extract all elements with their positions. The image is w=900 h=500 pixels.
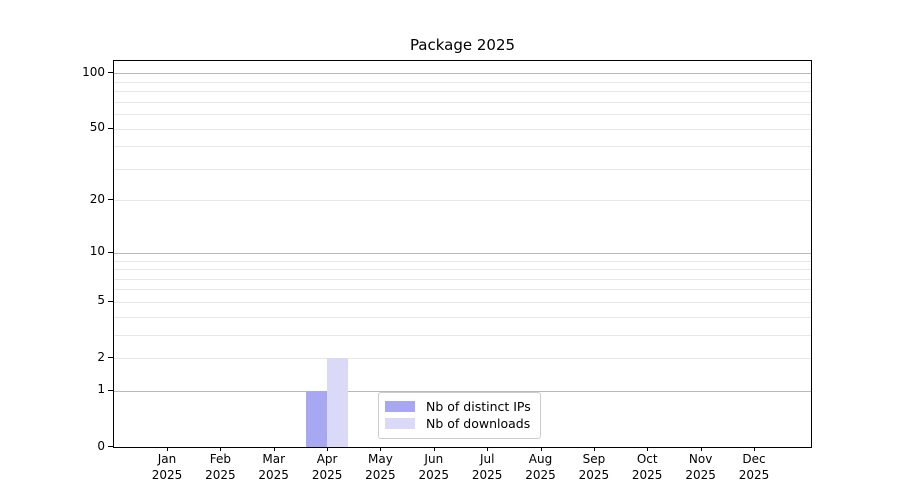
x-tick-label: Oct 2025 xyxy=(615,451,679,483)
x-tick-mark xyxy=(380,447,382,451)
x-tick-label: Nov 2025 xyxy=(669,451,733,483)
y-tick-label: 10 xyxy=(89,244,105,259)
x-tick-label: Jul 2025 xyxy=(455,451,519,483)
x-tick-mark xyxy=(433,447,435,451)
x-tick-label: May 2025 xyxy=(348,451,412,483)
x-tick-year: 2025 xyxy=(631,468,663,482)
gridline-major xyxy=(114,390,811,392)
x-tick-month: Aug xyxy=(528,452,553,466)
y-tick-mark xyxy=(108,357,113,358)
x-tick-month: Sep xyxy=(582,452,606,466)
x-tick-label: Aug 2025 xyxy=(509,451,573,483)
y-tick-mark xyxy=(108,251,113,253)
x-tick-label: Sep 2025 xyxy=(562,451,626,483)
gridline-minor xyxy=(114,168,811,170)
x-tick-mark xyxy=(327,447,329,451)
gridline-minor xyxy=(114,101,811,103)
x-tick-year: 2025 xyxy=(738,468,770,482)
x-tick-month: Mar xyxy=(262,452,285,466)
gridline-minor xyxy=(114,114,811,115)
y-tick-mark xyxy=(108,72,113,74)
x-tick-year: 2025 xyxy=(471,468,503,482)
y-tick-label: 2 xyxy=(97,349,105,364)
gridline-minor xyxy=(114,358,811,359)
x-tick-month: Jun xyxy=(424,452,444,466)
x-tick-month: Dec xyxy=(742,452,766,466)
bar-downloads xyxy=(327,358,349,447)
x-tick-mark xyxy=(220,447,222,451)
gridline-minor xyxy=(114,128,811,130)
y-tick-mark xyxy=(108,127,113,129)
x-tick-year: 2025 xyxy=(525,468,556,482)
gridline-minor xyxy=(114,146,811,148)
chart-title: Package 2025 xyxy=(409,36,516,54)
legend: Nb of distinct IPs Nb of downloads xyxy=(378,392,541,439)
y-tick-label: 20 xyxy=(89,191,105,206)
x-tick-month: Nov xyxy=(688,452,713,466)
x-tick-mark xyxy=(540,447,542,451)
x-tick-mark xyxy=(593,447,595,451)
x-tick-month: Jul xyxy=(479,452,495,466)
gridline-minor xyxy=(114,260,811,262)
gridline-minor xyxy=(114,91,811,92)
legend-label-distinct-ips: Nb of distinct IPs xyxy=(426,399,531,414)
x-tick-year: 2025 xyxy=(311,468,343,482)
y-tick-mark xyxy=(108,199,113,201)
x-tick-label: Apr 2025 xyxy=(295,451,359,483)
bar-distinct-ips xyxy=(305,390,328,447)
y-tick-label: 50 xyxy=(89,120,105,134)
gridline-minor xyxy=(114,278,811,280)
y-tick-label: 0 xyxy=(97,438,105,453)
y-tick-label: 5 xyxy=(97,293,105,308)
y-tick-label: 100 xyxy=(82,64,105,79)
legend-entry-downloads: Nb of downloads xyxy=(385,415,534,432)
x-tick-label: Feb 2025 xyxy=(188,451,252,483)
gridline-minor xyxy=(114,334,811,336)
x-tick-label: Jun 2025 xyxy=(402,451,466,483)
legend-entry-distinct-ips: Nb of distinct IPs xyxy=(385,398,534,415)
legend-swatch-downloads xyxy=(385,418,415,429)
x-tick-year: 2025 xyxy=(365,468,396,482)
x-tick-year: 2025 xyxy=(205,468,236,482)
y-tick-mark xyxy=(108,446,113,447)
legend-swatch-distinct-ips xyxy=(385,401,415,412)
x-tick-month: Oct xyxy=(636,452,658,466)
x-tick-mark xyxy=(754,447,755,451)
gridline-minor xyxy=(114,200,811,202)
x-tick-year: 2025 xyxy=(151,468,183,482)
x-tick-mark xyxy=(700,447,702,451)
gridline-major xyxy=(114,73,811,75)
gridline-minor xyxy=(114,301,811,303)
x-tick-mark xyxy=(647,447,649,451)
x-tick-month: May xyxy=(367,452,393,466)
gridline-minor xyxy=(114,289,811,291)
x-tick-mark xyxy=(273,447,275,451)
legend-label-downloads: Nb of downloads xyxy=(426,416,531,431)
y-tick-mark xyxy=(108,389,113,391)
x-tick-year: 2025 xyxy=(578,468,610,482)
gridline-major xyxy=(114,252,811,254)
x-tick-month: Apr xyxy=(316,452,338,466)
x-tick-year: 2025 xyxy=(258,468,289,482)
x-tick-label: Dec 2025 xyxy=(722,451,786,483)
x-tick-year: 2025 xyxy=(418,468,450,482)
x-tick-month: Feb xyxy=(209,452,232,466)
x-tick-label: Jan 2025 xyxy=(135,451,199,483)
gridline-minor xyxy=(114,316,811,318)
gridline-minor xyxy=(114,81,811,83)
x-tick-year: 2025 xyxy=(685,468,716,482)
gridline-minor xyxy=(114,269,811,270)
x-tick-month: Jan xyxy=(157,452,177,466)
x-tick-label: Mar 2025 xyxy=(242,451,306,483)
plot-area: Nb of distinct IPs Nb of downloads xyxy=(113,60,812,448)
x-tick-mark xyxy=(487,447,489,451)
x-tick-mark xyxy=(167,447,168,451)
y-tick-mark xyxy=(108,300,113,302)
y-tick-label: 1 xyxy=(97,382,105,397)
